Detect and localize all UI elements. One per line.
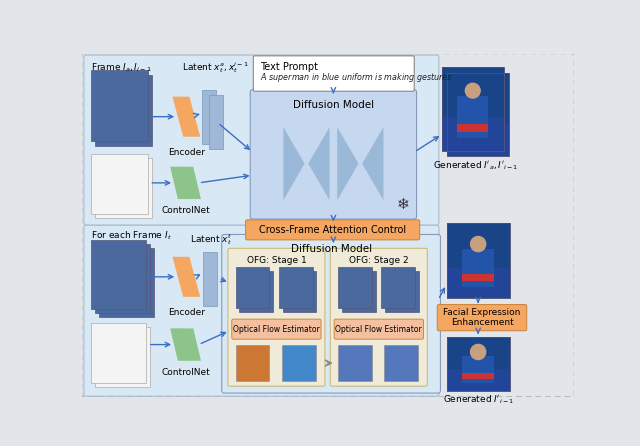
Text: Facial Expression
Enhancement: Facial Expression Enhancement [444, 308, 521, 327]
FancyBboxPatch shape [84, 55, 439, 225]
Bar [447, 268, 509, 298]
Bar [279, 267, 312, 308]
Bar [462, 249, 494, 287]
Bar [442, 67, 504, 151]
Text: Encoder: Encoder [168, 148, 205, 157]
Text: ControlNet: ControlNet [162, 206, 211, 215]
Polygon shape [170, 167, 190, 199]
Text: Cross-Frame Attention Control: Cross-Frame Attention Control [259, 225, 406, 235]
FancyBboxPatch shape [437, 305, 527, 331]
Text: Encoder: Encoder [168, 308, 205, 317]
Bar [204, 252, 217, 306]
Circle shape [470, 344, 486, 359]
Bar [462, 373, 494, 379]
Text: Optical Flow Estimator: Optical Flow Estimator [233, 325, 320, 334]
Bar [442, 67, 504, 151]
Polygon shape [284, 127, 305, 200]
Text: Diffusion Model: Diffusion Model [291, 244, 372, 254]
FancyBboxPatch shape [334, 319, 424, 339]
Bar [91, 323, 147, 383]
Polygon shape [170, 328, 190, 361]
Bar [338, 345, 372, 381]
Bar [202, 91, 216, 145]
Bar [384, 345, 418, 381]
Bar [447, 73, 509, 156]
Text: OFG: Stage 1: OFG: Stage 1 [246, 256, 307, 265]
Bar [447, 369, 509, 391]
FancyBboxPatch shape [250, 90, 417, 219]
Bar [447, 337, 509, 369]
Polygon shape [362, 127, 383, 200]
FancyBboxPatch shape [330, 248, 428, 386]
Bar [462, 274, 494, 281]
Bar [338, 267, 372, 308]
Text: Latent $x_t^t$: Latent $x_t^t$ [190, 232, 232, 247]
Bar [209, 95, 223, 149]
Polygon shape [308, 127, 330, 200]
Bar [447, 337, 509, 391]
Bar [236, 345, 269, 381]
Bar [91, 153, 148, 214]
Circle shape [471, 89, 486, 103]
Polygon shape [181, 167, 201, 199]
Bar [447, 223, 509, 298]
Bar [458, 96, 488, 138]
Bar [447, 337, 509, 391]
Text: $\mathit{A\ superman\ in\ blue\ uniform\ is\ making\ gestures}$: $\mathit{A\ superman\ in\ blue\ uniform\… [260, 71, 453, 84]
Bar [442, 67, 504, 117]
Bar [385, 271, 419, 312]
Polygon shape [181, 328, 201, 361]
Bar [236, 267, 269, 308]
Circle shape [465, 83, 480, 98]
Text: Latent $x_t^a, x_t^{i-1}$: Latent $x_t^a, x_t^{i-1}$ [182, 60, 249, 74]
Bar [239, 271, 273, 312]
Bar [342, 271, 376, 312]
Text: ControlNet: ControlNet [162, 368, 211, 377]
Bar [99, 248, 154, 317]
Text: Optical Flow Estimator: Optical Flow Estimator [335, 325, 422, 334]
FancyBboxPatch shape [246, 220, 420, 240]
Bar [95, 158, 152, 218]
Bar [447, 223, 509, 298]
Bar [447, 223, 509, 268]
Bar [95, 244, 150, 313]
Text: OFG: Stage 2: OFG: Stage 2 [349, 256, 408, 265]
Bar [282, 345, 316, 381]
Bar [442, 117, 504, 151]
Bar [458, 124, 488, 132]
Text: Frame $I_a, I_{i-1}$: Frame $I_a, I_{i-1}$ [91, 62, 152, 74]
Bar [283, 271, 316, 312]
Bar [463, 129, 493, 137]
Bar [381, 267, 415, 308]
Polygon shape [172, 97, 200, 136]
Polygon shape [172, 257, 200, 297]
Bar [462, 356, 494, 383]
Bar [95, 75, 152, 146]
Bar [91, 70, 148, 141]
Text: For each Frame $I_t$: For each Frame $I_t$ [91, 229, 172, 242]
Bar [447, 73, 509, 156]
Text: Generated $I'_a, I'_{i-1}$: Generated $I'_a, I'_{i-1}$ [433, 160, 518, 172]
FancyBboxPatch shape [228, 248, 325, 386]
Text: ❄: ❄ [397, 197, 410, 212]
Text: Text Prompt: Text Prompt [260, 62, 318, 72]
Polygon shape [337, 127, 358, 200]
Text: Generated $I'_{i-1}$: Generated $I'_{i-1}$ [443, 394, 514, 406]
Circle shape [470, 236, 486, 252]
FancyBboxPatch shape [84, 225, 439, 396]
FancyBboxPatch shape [221, 235, 440, 393]
Bar [463, 102, 493, 144]
Bar [447, 123, 509, 156]
FancyBboxPatch shape [232, 319, 321, 339]
Bar [91, 240, 147, 309]
Text: Diffusion Model: Diffusion Model [293, 100, 374, 110]
Bar [447, 73, 509, 123]
Bar [95, 327, 150, 387]
FancyBboxPatch shape [253, 56, 414, 91]
